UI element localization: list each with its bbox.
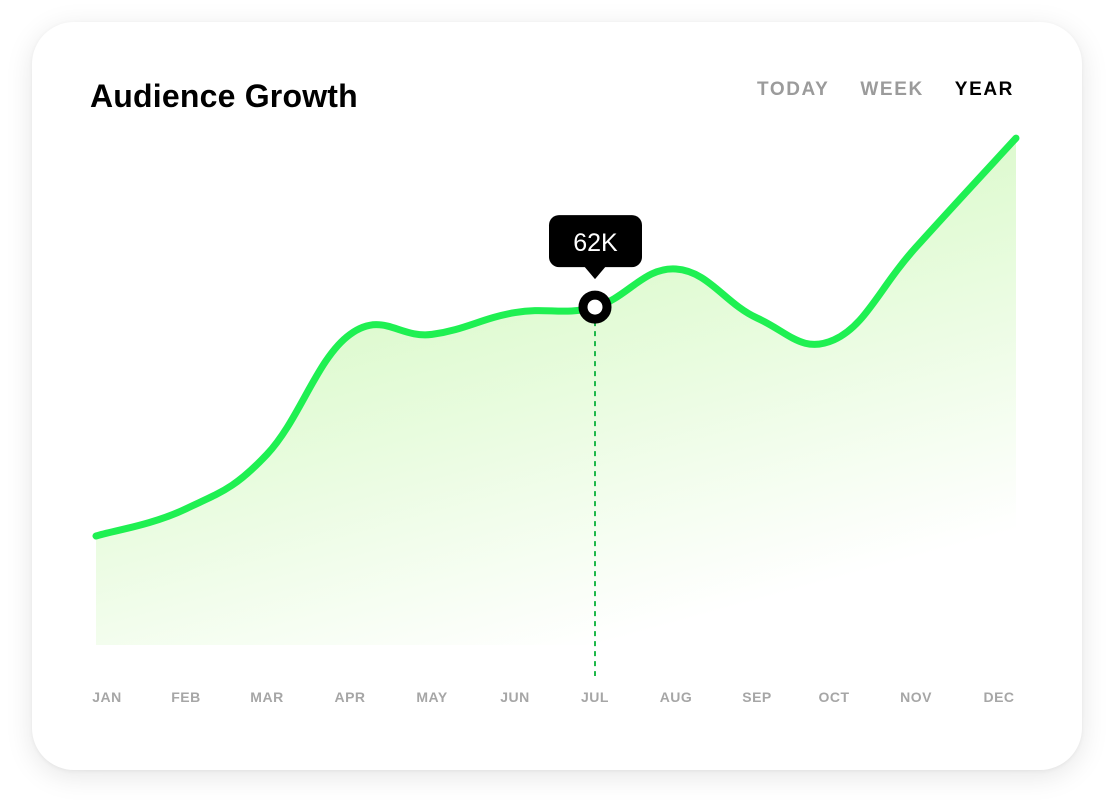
period-tabs: TODAY WEEK YEAR (757, 78, 1014, 102)
tooltip-value: 62K (573, 229, 618, 257)
series-line (92, 134, 1020, 540)
chart-title: Audience Growth (90, 78, 358, 114)
x-tick-label-may: MAY (416, 689, 447, 705)
x-tick-label-jun: JUN (500, 689, 530, 705)
tab-week[interactable]: WEEK (860, 79, 924, 100)
tab-today[interactable]: TODAY (756, 79, 830, 100)
data-point-may[interactable] (428, 330, 436, 338)
x-tick-label-apr: APR (334, 689, 365, 705)
value-tooltip: 62K (549, 215, 642, 280)
data-point-jan[interactable] (92, 532, 100, 540)
data-point-oct[interactable] (830, 336, 838, 344)
area-fill (96, 138, 1016, 645)
x-tick-label-aug: AUG (660, 689, 693, 705)
x-tick-label-jul: JUL (581, 689, 609, 705)
tab-year[interactable]: YEAR (954, 79, 1014, 100)
data-point-nov[interactable] (912, 243, 920, 251)
data-point-sep[interactable] (753, 314, 761, 322)
x-tick-label-nov: NOV (900, 689, 932, 705)
x-tick-label-feb: FEB (171, 689, 201, 705)
x-tick-label-sep: SEP (742, 689, 772, 705)
x-tick-label-mar: MAR (250, 689, 283, 705)
data-point-jun[interactable] (511, 309, 519, 317)
data-point-apr[interactable] (346, 330, 354, 338)
data-point-dec[interactable] (1012, 134, 1020, 142)
x-tick-label-dec: DEC (983, 689, 1014, 705)
x-tick-label-oct: OCT (818, 689, 849, 705)
highlight-marker[interactable] (578, 290, 612, 324)
data-point-aug[interactable] (672, 265, 680, 273)
data-point-mar[interactable] (263, 450, 271, 458)
x-tick-label-jan: JAN (92, 689, 122, 705)
data-point-feb[interactable] (182, 505, 190, 513)
